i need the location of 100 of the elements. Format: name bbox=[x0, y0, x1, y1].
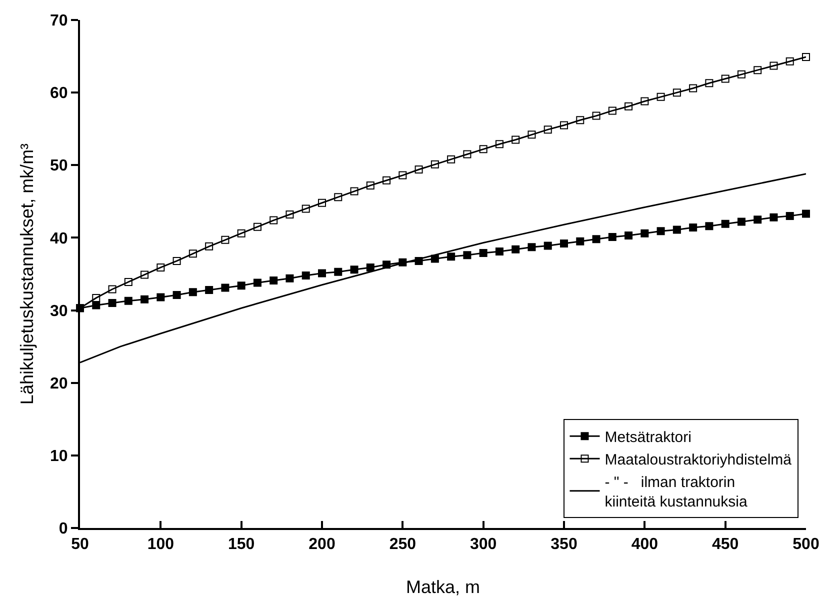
point bbox=[721, 220, 730, 228]
point bbox=[366, 181, 374, 190]
point bbox=[366, 263, 374, 272]
y-tick-label: 40 bbox=[50, 230, 68, 248]
point bbox=[640, 229, 649, 238]
point bbox=[172, 256, 181, 265]
x-tick-label: 150 bbox=[228, 536, 255, 554]
point bbox=[656, 92, 665, 101]
point bbox=[237, 282, 246, 290]
point bbox=[802, 210, 810, 218]
point bbox=[479, 145, 488, 154]
point bbox=[270, 276, 278, 285]
x-tick-label: 400 bbox=[631, 536, 658, 554]
point bbox=[108, 299, 116, 308]
point bbox=[318, 269, 326, 278]
point bbox=[689, 224, 698, 232]
point bbox=[786, 212, 794, 220]
point bbox=[188, 250, 197, 258]
point bbox=[495, 248, 504, 256]
x-axis-title: Matka, m bbox=[406, 577, 480, 597]
point bbox=[156, 263, 165, 272]
point bbox=[737, 70, 746, 78]
point bbox=[576, 237, 584, 246]
point bbox=[560, 240, 568, 248]
point bbox=[286, 274, 294, 282]
point bbox=[705, 79, 714, 88]
point bbox=[286, 210, 294, 218]
point bbox=[108, 285, 116, 294]
point bbox=[705, 222, 714, 230]
point bbox=[512, 245, 520, 254]
point bbox=[92, 294, 100, 302]
point bbox=[495, 140, 504, 148]
point bbox=[350, 187, 358, 196]
point bbox=[770, 62, 778, 70]
x-tick-label: 450 bbox=[712, 536, 739, 554]
y-tick-label: 50 bbox=[50, 158, 68, 175]
point bbox=[721, 74, 730, 83]
point bbox=[672, 226, 681, 234]
point bbox=[447, 252, 456, 261]
point bbox=[754, 66, 762, 74]
x-tick-label: 500 bbox=[792, 536, 820, 554]
point bbox=[398, 171, 407, 180]
point bbox=[624, 102, 633, 110]
point bbox=[544, 242, 552, 250]
y-tick-label: 60 bbox=[50, 85, 68, 102]
point bbox=[528, 243, 536, 252]
point bbox=[334, 268, 342, 276]
x-tick-label: 50 bbox=[71, 536, 89, 554]
y-tick-label: 20 bbox=[50, 375, 68, 392]
point bbox=[430, 160, 439, 168]
point bbox=[205, 242, 214, 250]
y-tick-label: 70 bbox=[50, 12, 68, 30]
point bbox=[463, 150, 472, 158]
x-tick-label: 100 bbox=[147, 536, 174, 554]
point bbox=[188, 288, 197, 296]
point bbox=[802, 53, 810, 62]
x-tick-label: 350 bbox=[550, 536, 578, 554]
point bbox=[608, 232, 616, 241]
legend-label: Maataloustraktoriyhdistelmä bbox=[604, 451, 792, 468]
point bbox=[576, 116, 584, 124]
point bbox=[560, 121, 568, 130]
x-tick-label: 200 bbox=[308, 536, 336, 554]
point bbox=[463, 251, 472, 260]
point bbox=[689, 84, 698, 92]
point bbox=[205, 286, 214, 294]
y-tick-label: 0 bbox=[58, 520, 68, 538]
point bbox=[656, 227, 665, 236]
y-tick-label: 10 bbox=[50, 448, 68, 466]
point bbox=[221, 236, 230, 244]
point bbox=[221, 284, 230, 292]
legend-label: - " - ilman traktorin kiinteitä kustannuksia bbox=[604, 474, 748, 510]
point bbox=[592, 235, 600, 244]
point bbox=[156, 293, 165, 302]
point bbox=[237, 229, 246, 238]
point bbox=[479, 248, 488, 257]
point bbox=[334, 193, 342, 202]
x-tick-label: 300 bbox=[470, 536, 497, 554]
point bbox=[754, 216, 762, 224]
point bbox=[608, 106, 616, 115]
point bbox=[786, 57, 794, 66]
point bbox=[382, 176, 391, 184]
point bbox=[528, 130, 536, 139]
y-axis-title: Lähikuljetuskustannukset, mk/m³ bbox=[17, 143, 37, 405]
point bbox=[124, 296, 132, 305]
point bbox=[140, 295, 149, 304]
point bbox=[172, 291, 181, 300]
point bbox=[350, 266, 358, 274]
point bbox=[512, 136, 520, 144]
point bbox=[592, 112, 600, 120]
point bbox=[624, 232, 633, 240]
point bbox=[318, 198, 326, 207]
x-tick-label: 250 bbox=[389, 536, 416, 554]
point bbox=[302, 271, 310, 280]
point bbox=[672, 88, 681, 97]
point bbox=[544, 126, 552, 134]
point bbox=[253, 278, 262, 287]
point bbox=[124, 278, 132, 286]
point bbox=[640, 97, 649, 106]
point bbox=[302, 204, 310, 213]
legend-label: Metsätraktori bbox=[604, 428, 692, 446]
